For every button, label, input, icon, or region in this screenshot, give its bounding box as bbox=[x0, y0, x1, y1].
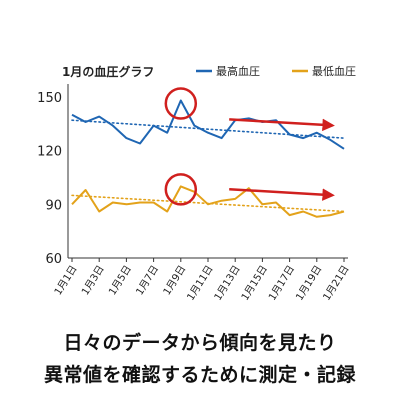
chart-title: 1月の血圧グラフ bbox=[62, 64, 154, 79]
series-line-systolic bbox=[71, 99, 345, 150]
legend-label: 最高血圧 bbox=[216, 64, 260, 78]
x-tick-label: 1月7日 bbox=[134, 263, 162, 297]
x-tick-label: 1月3日 bbox=[79, 263, 107, 297]
blood-pressure-chart: 1月の血圧グラフ 最高血圧 最低血圧 60 90 120 150 1月1日 1月3日 1月5… bbox=[37, 64, 356, 303]
x-tick-labels: 1月1日 1月3日 1月5日 1月7日 1月9日1月11日1月13日1月15日1月17日… bbox=[52, 263, 352, 303]
x-tick-label: 1月1日 bbox=[52, 263, 80, 297]
trend-arrow bbox=[229, 187, 335, 201]
caption-line-2: 異常値を確認するために測定・記録 bbox=[43, 364, 356, 386]
trend-arrow bbox=[229, 118, 335, 132]
highlight-circle bbox=[164, 87, 198, 120]
x-tick-label: 1月5日 bbox=[106, 263, 134, 297]
trend-line-systolic bbox=[71, 119, 345, 139]
x-tick-label: 1月13日 bbox=[212, 263, 243, 303]
chart-card: 1月の血圧グラフ 最高血圧 最低血圧 60 90 120 150 1月1日 1月3日 1月5… bbox=[37, 64, 356, 303]
axes: 60 90 120 150 bbox=[37, 84, 348, 267]
x-tick-label: 1月19日 bbox=[293, 263, 324, 303]
y-tick-label: 150 bbox=[37, 91, 62, 106]
x-tick-label: 1月9日 bbox=[161, 263, 189, 297]
series-lines bbox=[71, 99, 345, 218]
y-tick-label: 60 bbox=[45, 252, 62, 267]
annotations bbox=[164, 87, 335, 206]
legend: 最高血圧 最低血圧 bbox=[196, 64, 356, 78]
x-tick-label: 1月11日 bbox=[185, 263, 216, 303]
series-line-diastolic bbox=[71, 185, 345, 218]
highlight-circle bbox=[164, 173, 198, 206]
x-tick-label: 1月15日 bbox=[239, 263, 270, 303]
y-tick-label: 90 bbox=[45, 198, 62, 213]
legend-label: 最低血圧 bbox=[312, 64, 356, 78]
y-tick-label: 120 bbox=[37, 145, 62, 160]
caption-line-1: 日々のデータから傾向を見たり bbox=[63, 332, 337, 354]
x-tick-label: 1月21日 bbox=[321, 263, 352, 303]
x-tick-label: 1月17日 bbox=[266, 263, 297, 303]
trend-lines bbox=[71, 119, 345, 213]
